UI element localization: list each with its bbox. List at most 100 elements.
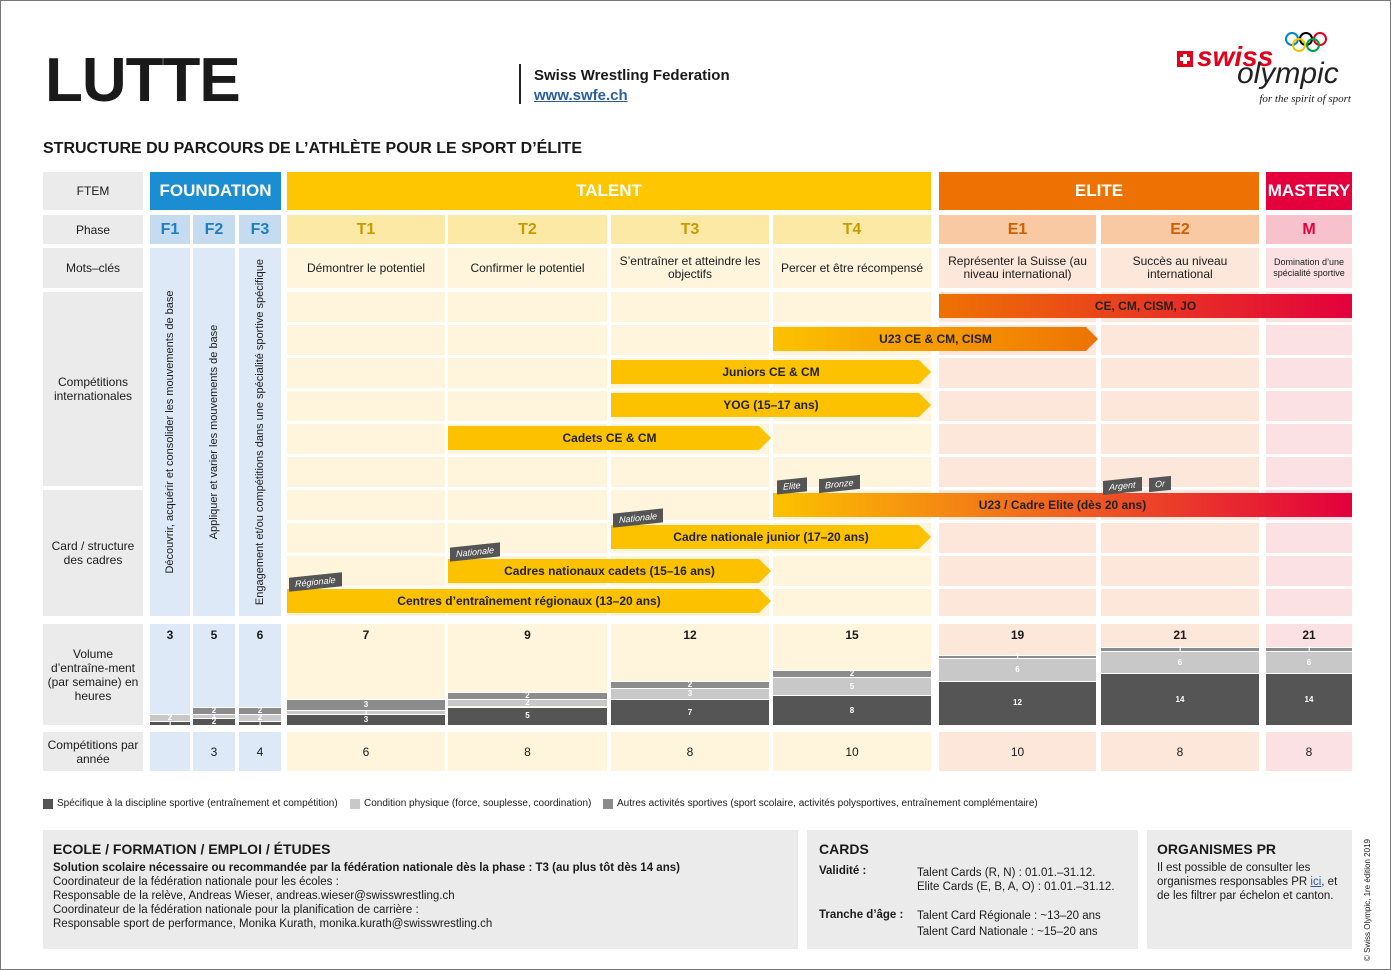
hours-label: 14 [1304, 694, 1314, 704]
school-line: Responsable sport de performance, Monika… [53, 918, 493, 930]
organisms-text: Il est possible de consulter les organis… [1157, 861, 1342, 903]
phase-code: F2 [193, 215, 235, 244]
hours-total: 6 [256, 628, 264, 642]
body-cell [287, 391, 445, 421]
body-cell [939, 556, 1096, 586]
keyword: Représenter la Suisse (au niveau interna… [939, 248, 1096, 288]
hours-label: 8 [849, 705, 855, 715]
arrow-bar: CE, CM, CISM, JO [939, 294, 1352, 318]
body-cell [1266, 523, 1352, 553]
page-title: LUTTE [45, 46, 241, 115]
keyword-cell: Engagement et/ou compétitions dans une s… [239, 248, 281, 616]
body-cell [1101, 589, 1259, 616]
hours-segment: 2 [193, 706, 235, 714]
body-cell [1101, 358, 1259, 388]
divider [519, 64, 521, 104]
body-cell [448, 490, 607, 520]
volume-cell: 12 7 3 2 [611, 624, 769, 725]
competitions: 10 [939, 732, 1096, 771]
phase-code: E1 [939, 215, 1096, 244]
body-cell [939, 358, 1096, 388]
hours-segment: 12 [939, 680, 1096, 725]
body-cell [287, 490, 445, 520]
school-line: Coordinateur de la fédération nationale … [53, 904, 419, 916]
competitions: 6 [287, 732, 445, 771]
body-cell [1101, 325, 1259, 355]
hours-segment: 8 [773, 695, 931, 725]
hours-segment: 5 [773, 676, 931, 696]
body-cell [611, 292, 769, 322]
hours-segment: 1 [287, 707, 445, 717]
hours-total: 9 [524, 628, 531, 642]
hours-label: 7 [687, 707, 693, 717]
federation-link[interactable]: www.swfe.ch [534, 87, 628, 104]
hours-segment: 2 [773, 669, 931, 677]
box-title: ECOLE / FORMATION / EMPLOI / ÉTUDES [53, 841, 331, 857]
hours-label: 2 [525, 698, 530, 708]
cross [1180, 57, 1190, 61]
body-cell [1101, 424, 1259, 454]
body-cell [939, 457, 1096, 487]
phase-code: T3 [611, 215, 769, 244]
stage-header: FOUNDATION [150, 172, 281, 210]
competitions: 8 [1101, 732, 1259, 771]
phase-code: F1 [150, 215, 190, 244]
cards-label: Tranche d’âge : [819, 909, 904, 921]
hours-segment: 1 [1266, 644, 1352, 654]
hours-segment: 14 [1101, 673, 1259, 725]
organisms-link[interactable]: ici [1310, 876, 1322, 888]
legend-label: Autres activités sportives (sport scolai… [617, 798, 1038, 809]
body-cell [1266, 358, 1352, 388]
phase-code: M [1266, 215, 1352, 244]
keyword: Domination d’une spécialité sportive [1266, 248, 1352, 288]
hours-label: 1 [1015, 652, 1020, 662]
legend-label: Spécifique à la discipline sportive (ent… [57, 798, 338, 809]
row-label: FTEM [43, 172, 143, 210]
keyword: Confirmer le potentiel [448, 248, 607, 288]
hours-label: 2 [167, 713, 173, 723]
hours-segment: 2 [239, 706, 281, 714]
logo-olympic: olympic [1237, 57, 1339, 90]
row-label: Card / structure des cadres [43, 490, 143, 616]
hours-segment: 2 [193, 717, 235, 725]
body-cell [611, 457, 769, 487]
hours-segment: 2 [611, 680, 769, 688]
hours-segment: 2 [448, 698, 607, 708]
hours-label: 1 [167, 718, 173, 728]
section-title: STRUCTURE DU PARCOURS DE L’ATHLÈTE POUR … [43, 140, 582, 157]
stage-header: TALENT [287, 172, 931, 210]
volume-cell: 15 8 5 2 [773, 624, 931, 725]
stage-header: ELITE [939, 172, 1259, 210]
hours-segment: 6 [1101, 651, 1259, 674]
keyword: Démontrer le potentiel [287, 248, 445, 288]
legend-label: Condition physique (force, souplesse, co… [364, 798, 592, 809]
row-label: Compétitions par année [43, 732, 143, 771]
hours-segment: 6 [1266, 651, 1352, 674]
swiss-flag [1177, 51, 1193, 67]
body-cell [1101, 391, 1259, 421]
cards-line: Talent Cards (R, N) : 01.01.–31.12. [917, 867, 1096, 879]
body-cell [287, 325, 445, 355]
body-cell [287, 424, 445, 454]
body-cell [939, 424, 1096, 454]
arrow-bar: Centres d’entraînement régionaux (13–20 … [287, 589, 771, 613]
competitions: 4 [239, 732, 281, 771]
hours-total: 7 [362, 628, 370, 642]
arrow-bar: Cadets CE & CM [448, 426, 771, 450]
hours-label: 6 [1177, 657, 1183, 667]
hours-label: 6 [1306, 657, 1312, 667]
box-title: ORGANISMES PR [1157, 841, 1277, 857]
hours-label: 6 [1015, 664, 1020, 674]
arrow-bar: YOG (15–17 ans) [611, 393, 931, 417]
body-cell [939, 523, 1096, 553]
competitions: 8 [448, 732, 607, 771]
body-cell [448, 358, 607, 388]
school-box: ECOLE / FORMATION / EMPLOI / ÉTUDES Solut… [43, 830, 798, 949]
body-cell [1266, 424, 1352, 454]
hours-segment: 2 [239, 714, 281, 722]
hours-label: 1 [1306, 644, 1312, 654]
card-tag: Or [1149, 475, 1171, 493]
hours-label: 1 [363, 707, 369, 717]
